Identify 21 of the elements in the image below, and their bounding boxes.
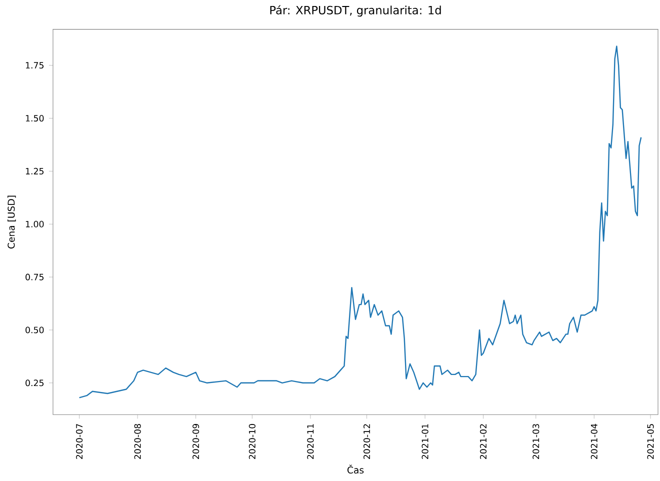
x-tick-label: 2021-04 bbox=[590, 424, 598, 459]
y-tick-label: 0.50 bbox=[26, 326, 44, 334]
y-tick-label: 1.75 bbox=[26, 62, 44, 68]
x-tick-label: 2021-01 bbox=[422, 424, 428, 459]
x-tick-label: 2020-08 bbox=[134, 424, 141, 459]
x-tick-label: 2020-07 bbox=[76, 424, 83, 459]
chart-title: Pár: XRPUSDT, granularita: 1d bbox=[270, 5, 441, 16]
x-tick-label: 2020-12 bbox=[364, 424, 370, 459]
x-tick-label: 2020-11 bbox=[307, 424, 314, 459]
y-axis-title: Cena [USD] bbox=[8, 196, 16, 248]
y-tick-label: 1.25 bbox=[26, 168, 44, 174]
x-tick-label: 2020-10 bbox=[248, 424, 256, 459]
y-tick-label: 1.00 bbox=[26, 220, 44, 228]
x-tick-label: 2021-02 bbox=[480, 424, 487, 459]
x-tick-label: 2020-09 bbox=[192, 424, 200, 459]
y-tick-label: 0.75 bbox=[26, 274, 44, 280]
y-tick-label: 1.50 bbox=[26, 114, 44, 122]
x-tick-label: 2021-03 bbox=[532, 424, 540, 459]
x-tick-label: 2021-05 bbox=[647, 424, 654, 459]
y-tick-label: 0.25 bbox=[26, 379, 44, 386]
x-axis-title: Čas bbox=[347, 464, 364, 474]
